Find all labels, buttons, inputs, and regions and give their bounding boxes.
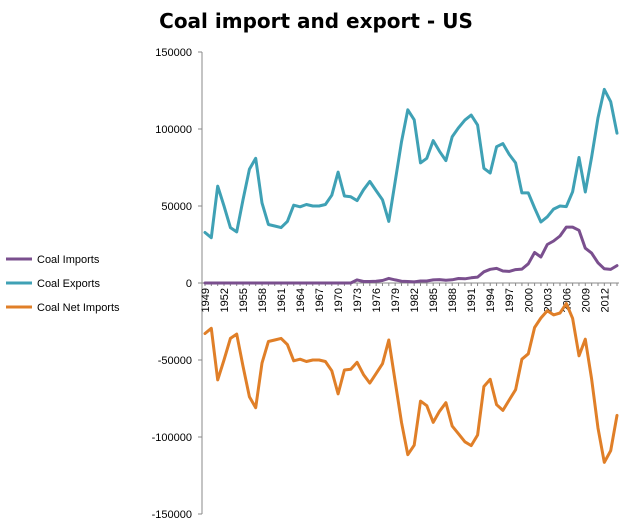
legend-label-coal-imports: Coal Imports	[37, 254, 100, 266]
x-tick-label: 1973	[352, 288, 364, 312]
x-tick-label: 1970	[333, 288, 345, 312]
x-tick-label: 1952	[219, 288, 231, 312]
series-line-coal-net-imports	[203, 302, 619, 464]
x-tick-label: 2000	[523, 288, 535, 312]
x-tick-label: 1997	[504, 288, 516, 312]
legend-label-coal-exports: Coal Exports	[37, 278, 100, 290]
x-tick-label: 1982	[409, 288, 421, 312]
y-axis: 150000 100000 50000 0 -50000 -100000 -150000	[152, 47, 203, 521]
x-tick-label: 1985	[428, 288, 440, 312]
x-tick-label: 1964	[295, 288, 307, 312]
y-tick-label: 100000	[155, 124, 192, 136]
y-tick-label: -150000	[152, 509, 192, 521]
x-tick-label: 1967	[314, 288, 326, 312]
y-tick-label: -50000	[158, 355, 192, 367]
legend-label-coal-net-imports: Coal Net Imports	[37, 302, 120, 314]
chart-title: Coal import and export - US	[159, 9, 473, 33]
x-tick-label: 1991	[466, 288, 478, 312]
x-axis: 1949 1952 1955 1958 1961 1964 1967 1970 1973 1976…	[200, 282, 619, 312]
y-tick-label: 150000	[155, 47, 192, 59]
x-tick-label: 1955	[238, 288, 250, 312]
legend: Coal Imports Coal Exports Coal Net Imports	[6, 254, 120, 314]
series-line-coal-imports	[203, 225, 619, 285]
y-tick-label: 0	[186, 278, 192, 290]
series-line-coal-exports	[203, 87, 619, 240]
x-tick-label: 1958	[257, 288, 269, 312]
x-tick-label: 1976	[371, 288, 383, 312]
x-tick-label: 1994	[485, 288, 497, 312]
x-tick-label: 2003	[542, 288, 554, 312]
y-tick-label: -100000	[152, 432, 192, 444]
x-tick-label: 2009	[580, 288, 592, 312]
x-tick-label: 2012	[599, 288, 611, 312]
x-tick-label: 1961	[276, 288, 288, 312]
y-tick-label: 50000	[161, 201, 192, 213]
x-tick-label: 1988	[447, 288, 459, 312]
plot-lines	[203, 87, 619, 464]
x-tick-label: 1979	[390, 288, 402, 312]
x-tick-label: 1949	[200, 288, 212, 312]
